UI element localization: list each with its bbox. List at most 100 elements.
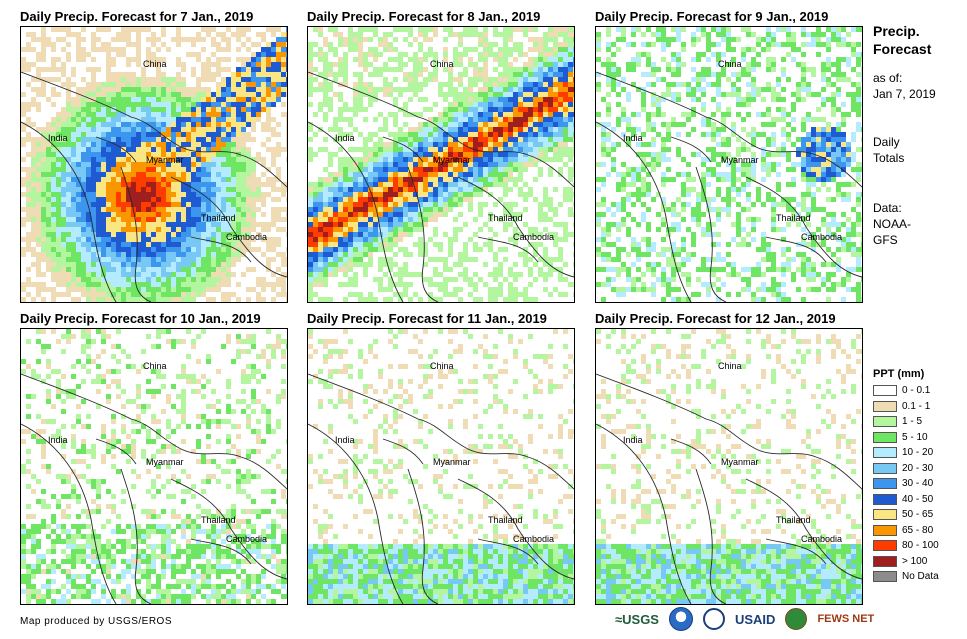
precip-cell xyxy=(231,157,236,162)
precip-cell xyxy=(41,167,46,172)
precip-cell xyxy=(483,242,488,247)
precip-cell xyxy=(106,252,111,257)
panel-title: Daily Precip. Forecast for 8 Jan., 2019 xyxy=(307,9,541,24)
precip-cell xyxy=(71,277,76,282)
precip-cell xyxy=(383,232,388,237)
precip-cell xyxy=(251,162,256,167)
precip-cell xyxy=(691,42,696,47)
precip-cell xyxy=(563,292,568,297)
precip-cell xyxy=(256,182,261,187)
precip-cell xyxy=(533,132,538,137)
precip-cell xyxy=(276,282,281,287)
precip-cell xyxy=(423,277,428,282)
precip-cell xyxy=(251,227,256,232)
precip-cell xyxy=(231,87,236,92)
precip-cell xyxy=(126,32,131,37)
precip-cell xyxy=(493,57,498,62)
precip-cell xyxy=(348,162,353,167)
precip-cell xyxy=(71,297,76,302)
precip-cell xyxy=(36,72,41,77)
precip-cell xyxy=(448,182,453,187)
precip-cell xyxy=(96,82,101,87)
precip-cell xyxy=(498,77,503,82)
precip-cell xyxy=(251,62,256,67)
precip-cell xyxy=(91,37,96,42)
precip-cell xyxy=(31,222,36,227)
precip-cell xyxy=(141,192,146,197)
precip-cell xyxy=(533,227,538,232)
precip-cell xyxy=(226,162,231,167)
precip-cell xyxy=(66,277,71,282)
precip-cell xyxy=(558,272,563,277)
precip-cell xyxy=(548,207,553,212)
precip-cell xyxy=(81,202,86,207)
precip-cell xyxy=(468,62,473,67)
precip-cell xyxy=(543,117,548,122)
precip-cell xyxy=(786,32,791,37)
precip-cell xyxy=(503,257,508,262)
precip-cell xyxy=(56,272,61,277)
precip-cell xyxy=(433,197,438,202)
precip-cell xyxy=(308,62,313,67)
precip-cell xyxy=(96,87,101,92)
precip-cell xyxy=(26,152,31,157)
precip-cell xyxy=(423,132,428,137)
precip-cell xyxy=(691,92,696,97)
precip-cell xyxy=(241,162,246,167)
precip-cell xyxy=(468,47,473,52)
precip-cell xyxy=(166,202,171,207)
precip-cell xyxy=(363,107,368,112)
precip-cell xyxy=(378,222,383,227)
precip-cell xyxy=(676,122,681,127)
precip-cell xyxy=(106,192,111,197)
precip-cell xyxy=(771,97,776,102)
precip-cell xyxy=(61,187,66,192)
precip-cell xyxy=(121,282,126,287)
precip-cell xyxy=(821,77,826,82)
precip-cell xyxy=(51,162,56,167)
precip-cell xyxy=(131,77,136,82)
precip-cell xyxy=(211,222,216,227)
precip-cell xyxy=(453,157,458,162)
precip-cell xyxy=(146,82,151,87)
precip-cell xyxy=(201,277,206,282)
precip-cell xyxy=(518,97,523,102)
precip-cell xyxy=(746,102,751,107)
precip-cell xyxy=(91,257,96,262)
precip-cell xyxy=(408,72,413,77)
precip-cell xyxy=(61,192,66,197)
precip-cell xyxy=(448,82,453,87)
precip-cell xyxy=(573,62,574,67)
precip-cell xyxy=(308,277,313,282)
precip-cell xyxy=(508,127,513,132)
precip-cell xyxy=(76,132,81,137)
precip-cell xyxy=(226,252,231,257)
precip-cell xyxy=(388,207,393,212)
precip-cell xyxy=(106,297,111,302)
precip-cell xyxy=(111,227,116,232)
precip-cell xyxy=(46,37,51,42)
precip-cell xyxy=(136,247,141,252)
precip-cell xyxy=(503,72,508,77)
precip-cell xyxy=(488,47,493,52)
precip-cell xyxy=(281,272,286,277)
precip-cell xyxy=(463,142,468,147)
precip-cell xyxy=(116,277,121,282)
precip-cell xyxy=(86,122,91,127)
precip-cell xyxy=(31,167,36,172)
precip-cell xyxy=(176,182,181,187)
precip-cell xyxy=(503,37,508,42)
precip-cell xyxy=(453,167,458,172)
precip-cell xyxy=(71,237,76,242)
precip-cell xyxy=(71,182,76,187)
precip-cell xyxy=(368,182,373,187)
precip-cell xyxy=(373,227,378,232)
precip-cell xyxy=(433,137,438,142)
precip-cell xyxy=(126,277,131,282)
precip-cell xyxy=(241,82,246,87)
precip-cell xyxy=(378,202,383,207)
precip-cell xyxy=(191,37,196,42)
precip-cell xyxy=(161,237,166,242)
precip-cell xyxy=(261,297,266,302)
precip-cell xyxy=(131,277,136,282)
